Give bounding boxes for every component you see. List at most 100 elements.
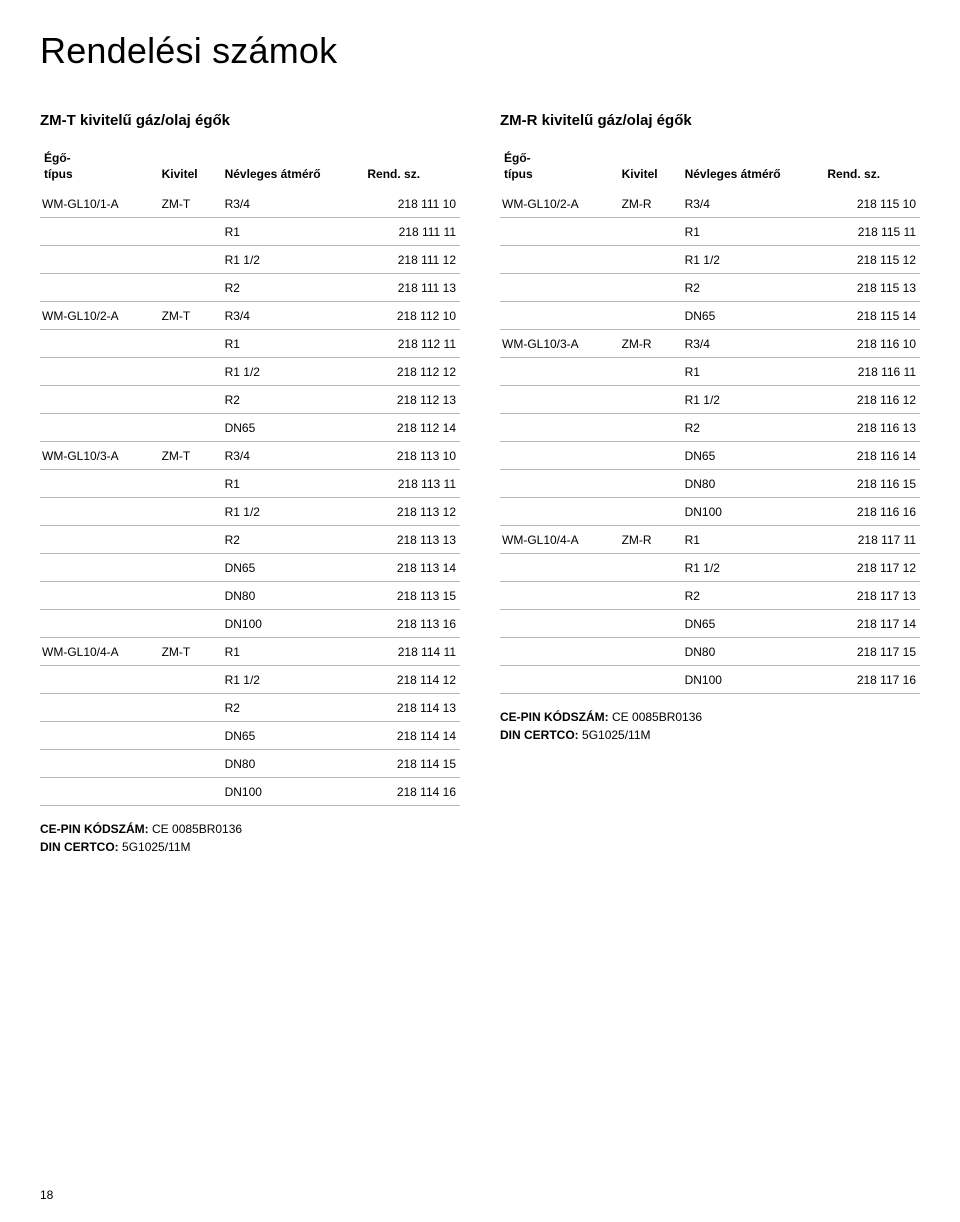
left-th-atmero: Névleges átmérő xyxy=(221,143,364,190)
table-cell xyxy=(158,274,221,302)
table-cell: DN100 xyxy=(221,778,364,806)
right-din-label: DIN CERTCO: xyxy=(500,728,579,742)
table-cell: WM-GL10/3-A xyxy=(40,442,158,470)
table-cell: R1 1/2 xyxy=(681,386,824,414)
table-row: R1218 113 11 xyxy=(40,470,460,498)
table-cell: 218 116 13 xyxy=(823,414,920,442)
table-row: R1218 112 11 xyxy=(40,330,460,358)
table-cell: 218 113 13 xyxy=(363,526,460,554)
table-cell xyxy=(158,666,221,694)
table-cell: R2 xyxy=(681,414,824,442)
table-cell: ZM-T xyxy=(158,190,221,218)
right-th-atmero: Névleges átmérő xyxy=(681,143,824,190)
table-cell xyxy=(158,386,221,414)
left-th-kivitel: Kivitel xyxy=(158,143,221,190)
table-cell xyxy=(158,610,221,638)
table-row: R2218 114 13 xyxy=(40,694,460,722)
table-cell: DN100 xyxy=(681,666,824,694)
table-row: R1218 116 11 xyxy=(500,358,920,386)
table-cell xyxy=(500,498,618,526)
left-th-type: Égő-típus xyxy=(40,143,158,190)
left-footnote: CE-PIN KÓDSZÁM: CE 0085BR0136 DIN CERTCO… xyxy=(40,820,460,856)
table-cell: DN65 xyxy=(221,414,364,442)
table-row: WM-GL10/2-AZM-TR3/4218 112 10 xyxy=(40,302,460,330)
table-cell: 218 115 10 xyxy=(823,190,920,218)
table-cell xyxy=(618,442,681,470)
table-cell xyxy=(500,358,618,386)
table-cell: R2 xyxy=(221,526,364,554)
table-cell xyxy=(500,582,618,610)
table-cell xyxy=(500,246,618,274)
table-row: WM-GL10/2-AZM-RR3/4218 115 10 xyxy=(500,190,920,218)
left-th-rendsz: Rend. sz. xyxy=(363,143,460,190)
table-cell xyxy=(618,274,681,302)
table-cell: 218 114 11 xyxy=(363,638,460,666)
table-cell: DN80 xyxy=(681,470,824,498)
right-ce-label: CE-PIN KÓDSZÁM: xyxy=(500,710,609,724)
table-row: DN80218 116 15 xyxy=(500,470,920,498)
table-cell: R1 xyxy=(681,218,824,246)
table-cell: 218 111 13 xyxy=(363,274,460,302)
table-row: R2218 117 13 xyxy=(500,582,920,610)
table-row: R1 1/2218 112 12 xyxy=(40,358,460,386)
table-cell xyxy=(40,666,158,694)
table-cell xyxy=(40,358,158,386)
table-cell: R1 1/2 xyxy=(221,246,364,274)
table-cell: DN100 xyxy=(681,498,824,526)
table-cell xyxy=(40,470,158,498)
table-cell: R2 xyxy=(221,274,364,302)
table-cell: 218 117 13 xyxy=(823,582,920,610)
table-row: R1 1/2218 115 12 xyxy=(500,246,920,274)
right-header-row: Égő-típus Kivitel Névleges átmérő Rend. … xyxy=(500,143,920,190)
table-cell xyxy=(618,638,681,666)
table-cell: 218 115 13 xyxy=(823,274,920,302)
left-subhead: ZM-T kivitelű gáz/olaj égők xyxy=(40,112,460,129)
table-cell: DN80 xyxy=(221,750,364,778)
table-cell: 218 112 12 xyxy=(363,358,460,386)
table-cell: 218 116 10 xyxy=(823,330,920,358)
table-cell xyxy=(158,218,221,246)
table-cell xyxy=(40,554,158,582)
table-cell: 218 117 16 xyxy=(823,666,920,694)
table-cell: 218 112 10 xyxy=(363,302,460,330)
table-cell: ZM-R xyxy=(618,330,681,358)
table-cell xyxy=(158,414,221,442)
table-cell: DN80 xyxy=(221,582,364,610)
page-title: Rendelési számok xyxy=(40,30,920,72)
table-cell xyxy=(40,694,158,722)
table-cell xyxy=(500,638,618,666)
table-cell: 218 112 13 xyxy=(363,386,460,414)
table-cell xyxy=(40,610,158,638)
right-subhead: ZM-R kivitelű gáz/olaj égők xyxy=(500,112,920,129)
table-row: WM-GL10/4-AZM-RR1218 117 11 xyxy=(500,526,920,554)
table-cell: 218 114 14 xyxy=(363,722,460,750)
table-cell xyxy=(40,246,158,274)
table-cell xyxy=(158,358,221,386)
table-cell xyxy=(618,666,681,694)
table-cell: 218 111 11 xyxy=(363,218,460,246)
table-cell xyxy=(500,414,618,442)
table-cell xyxy=(500,274,618,302)
left-footnote-line1: CE-PIN KÓDSZÁM: CE 0085BR0136 xyxy=(40,820,460,838)
table-row: R2218 112 13 xyxy=(40,386,460,414)
table-cell xyxy=(158,330,221,358)
table-cell xyxy=(618,302,681,330)
page-number: 18 xyxy=(40,1188,53,1202)
table-cell xyxy=(40,582,158,610)
table-cell: 218 115 14 xyxy=(823,302,920,330)
table-cell: R3/4 xyxy=(221,190,364,218)
table-cell xyxy=(40,498,158,526)
table-cell: 218 114 12 xyxy=(363,666,460,694)
page: Rendelési számok ZM-T kivitelű gáz/olaj … xyxy=(0,0,960,1222)
table-cell: R3/4 xyxy=(681,330,824,358)
table-cell xyxy=(500,302,618,330)
table-cell xyxy=(618,386,681,414)
right-th-rendsz: Rend. sz. xyxy=(823,143,920,190)
table-row: DN65218 113 14 xyxy=(40,554,460,582)
table-cell: R1 xyxy=(221,218,364,246)
table-cell: R1 xyxy=(221,470,364,498)
table-cell: 218 116 14 xyxy=(823,442,920,470)
table-cell: DN65 xyxy=(681,610,824,638)
table-cell xyxy=(40,526,158,554)
table-cell: 218 113 15 xyxy=(363,582,460,610)
